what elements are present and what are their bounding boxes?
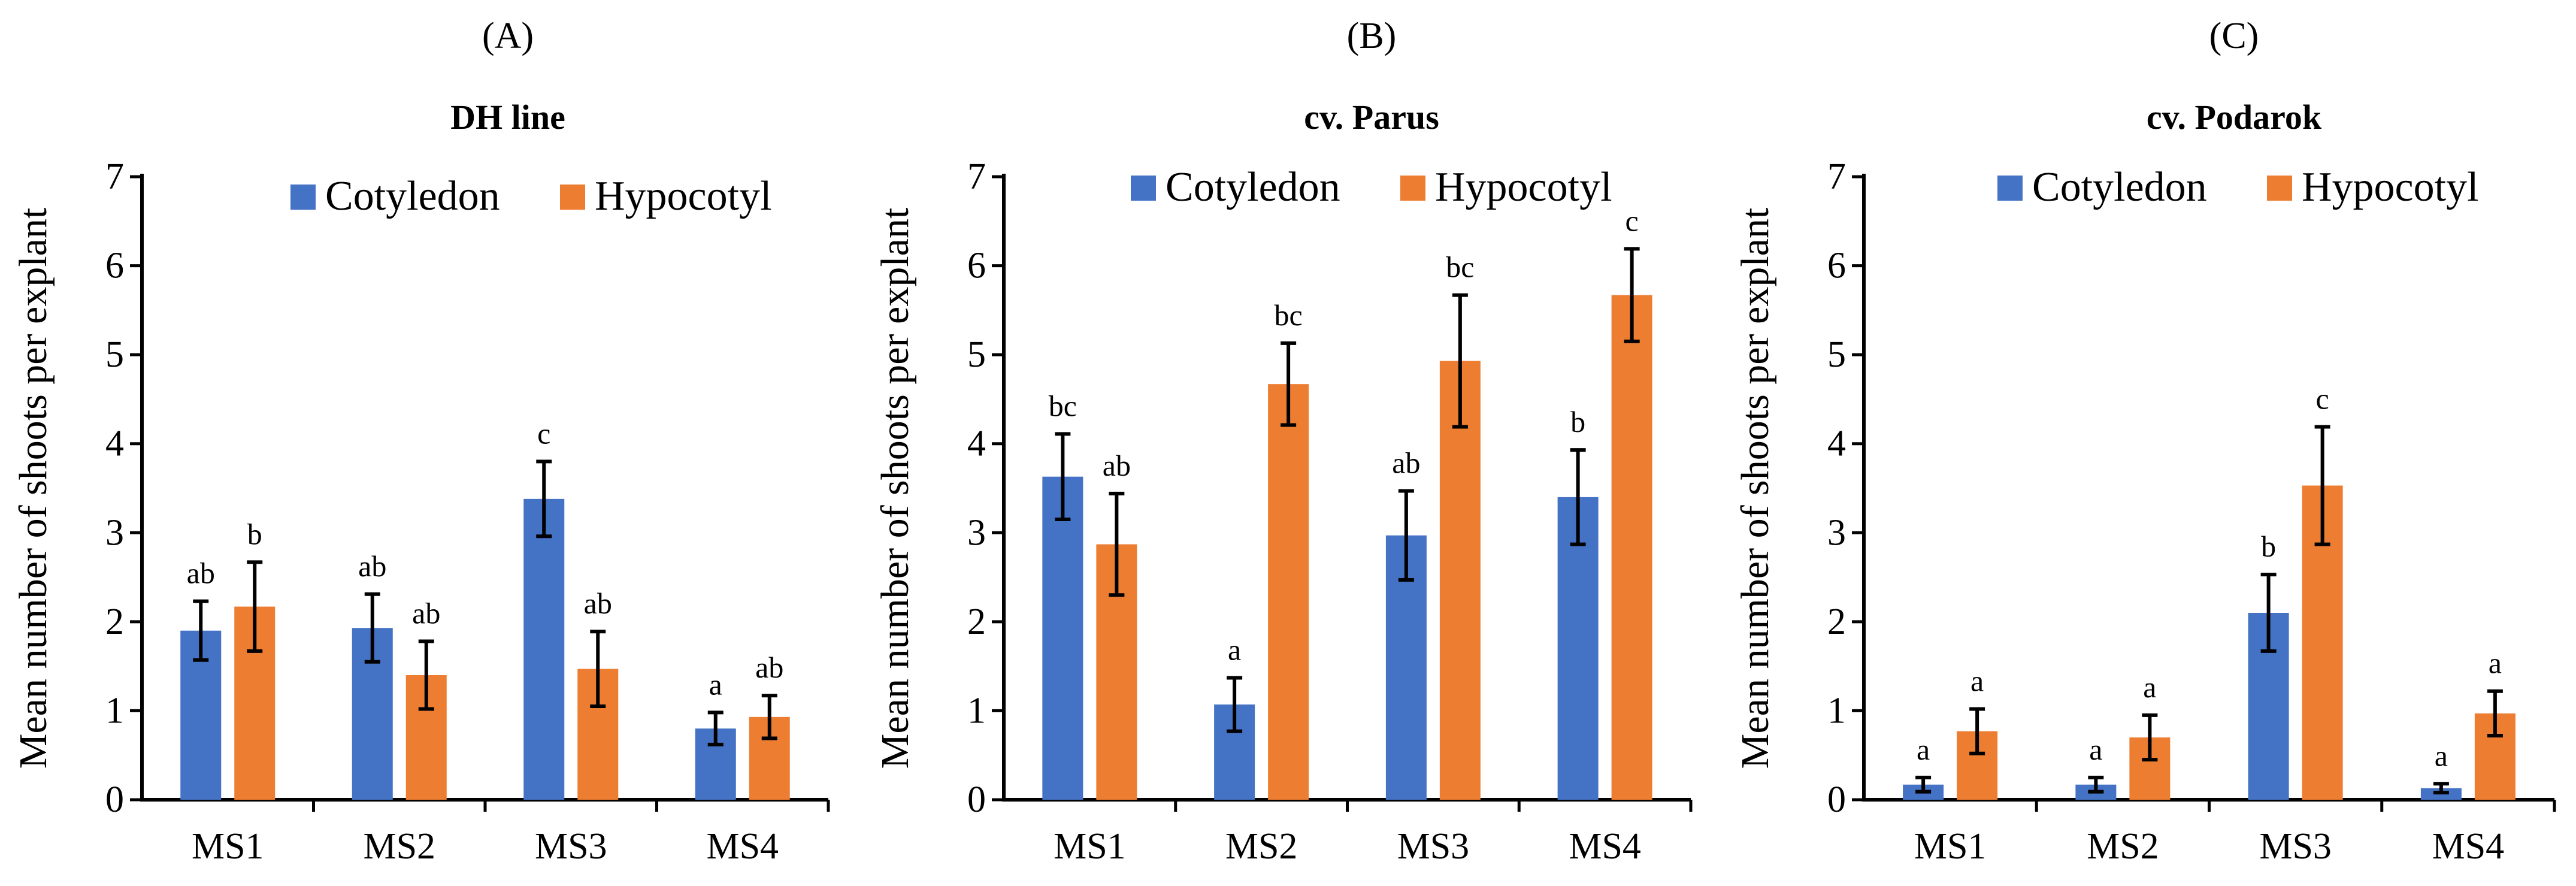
bar-hypocotyl-ms2	[1268, 384, 1309, 800]
significance-label: ab	[755, 651, 783, 684]
significance-label: c	[2316, 382, 2329, 415]
legend-swatch-hypocotyl	[1400, 176, 1425, 201]
x-category-label: MS1	[192, 826, 264, 867]
significance-label: b	[2261, 530, 2276, 563]
chart-title: cv. Parus	[1304, 98, 1439, 137]
significance-label: c	[537, 416, 550, 450]
y-tick-label: 3	[105, 512, 124, 553]
x-category-label: MS2	[363, 826, 435, 867]
x-category-label: MS3	[535, 826, 607, 867]
significance-label: ab	[187, 557, 215, 590]
y-axis-label: Mean number of shoots per explant	[873, 208, 917, 769]
significance-label: a	[2489, 646, 2502, 680]
y-tick-label: 1	[105, 690, 124, 731]
legend-swatch-cotyledon	[1997, 176, 2023, 201]
chart-title: cv. Podarok	[2147, 98, 2322, 137]
legend-swatch-cotyledon	[1131, 176, 1156, 201]
y-tick-label: 2	[1827, 601, 1846, 642]
y-tick-label: 4	[967, 424, 986, 464]
y-tick-label: 0	[1827, 779, 1846, 820]
legend-label: Hypocotyl	[1435, 164, 1612, 210]
y-tick-label: 3	[1827, 512, 1846, 553]
y-axis-label: Mean number of shoots per explant	[11, 208, 55, 769]
y-tick-label: 2	[967, 601, 986, 642]
y-axis-label: Mean number of shoots per explant	[1733, 208, 1777, 769]
y-tick-label: 7	[1827, 156, 1846, 197]
significance-label: a	[1917, 733, 1930, 766]
y-tick-label: 4	[1827, 424, 1846, 464]
y-tick-label: 5	[105, 334, 124, 375]
significance-label: a	[709, 667, 722, 701]
significance-label: bc	[1049, 389, 1077, 422]
bar-cotyledon-ms4	[1557, 497, 1599, 800]
x-category-label: MS4	[706, 826, 779, 867]
x-category-label: MS1	[1054, 826, 1126, 867]
y-tick-label: 0	[967, 779, 986, 820]
x-category-label: MS2	[1225, 826, 1298, 867]
significance-label: a	[1228, 633, 1241, 666]
legend-label: Cotyledon	[325, 173, 500, 219]
x-category-label: MS3	[1397, 826, 1470, 867]
significance-label: a	[1970, 664, 1984, 697]
significance-label: a	[2435, 739, 2448, 772]
significance-label: b	[247, 517, 262, 551]
chart-panel-1: (B) cv. Parus Mean number of shoots per ex…	[873, 16, 1693, 867]
y-tick-label: 5	[1827, 334, 1846, 375]
legend-swatch-hypocotyl	[560, 185, 585, 210]
bar-hypocotyl-ms3	[1439, 361, 1481, 800]
significance-label: b	[1570, 405, 1585, 439]
legend-swatch-hypocotyl	[2267, 176, 2292, 201]
y-tick-label: 3	[967, 512, 986, 553]
y-tick-label: 6	[967, 246, 986, 286]
significance-label: ab	[1103, 449, 1131, 482]
bar-cotyledon-ms1	[1042, 476, 1083, 800]
significance-label: a	[2089, 733, 2102, 766]
chart-panel-0: (A) DH line Mean number of shoots per expl…	[11, 16, 830, 867]
y-tick-label: 0	[105, 779, 124, 820]
legend-label: Hypocotyl	[2302, 164, 2479, 210]
x-category-label: MS2	[2087, 826, 2159, 867]
significance-label: ab	[584, 586, 612, 620]
legend-swatch-cotyledon	[290, 185, 316, 210]
y-tick-label: 2	[105, 601, 124, 642]
legend-label: Hypocotyl	[595, 173, 772, 219]
panel-letter: (C)	[2209, 16, 2259, 56]
legend-label: Cotyledon	[2032, 164, 2207, 210]
significance-label: bc	[1446, 250, 1474, 284]
significance-label: bc	[1275, 298, 1303, 332]
significance-label: a	[2143, 670, 2156, 704]
panel-letter: (A)	[482, 16, 534, 56]
chart-panel-2: (C) cv. Podarok Mean number of shoots per …	[1733, 16, 2556, 867]
bar-cotyledon-ms3	[523, 498, 565, 800]
significance-label: ab	[412, 597, 440, 630]
y-tick-label: 6	[1827, 246, 1846, 286]
y-tick-label: 7	[967, 156, 986, 197]
y-tick-label: 6	[105, 246, 124, 286]
y-tick-label: 4	[105, 424, 124, 464]
y-tick-label: 1	[1827, 690, 1846, 731]
x-category-label: MS4	[1569, 826, 1641, 867]
y-tick-label: 7	[105, 156, 124, 197]
panel-letter: (B)	[1347, 16, 1397, 56]
significance-label: ab	[358, 549, 386, 583]
chart-title: DH line	[450, 98, 565, 137]
y-tick-label: 1	[967, 690, 986, 731]
y-tick-label: 5	[967, 334, 986, 375]
x-category-label: MS3	[2259, 826, 2332, 867]
significance-label: ab	[1392, 446, 1420, 479]
significance-label: c	[1625, 204, 1639, 237]
x-category-label: MS4	[2432, 826, 2505, 867]
legend-label: Cotyledon	[1166, 164, 1340, 210]
x-category-label: MS1	[1914, 826, 1987, 867]
bar-hypocotyl-ms4	[1611, 295, 1652, 800]
